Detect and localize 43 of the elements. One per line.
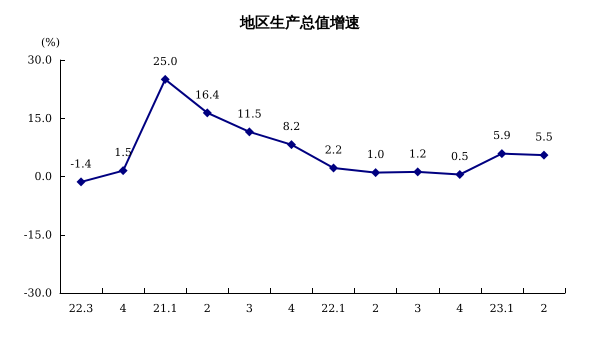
point [539,150,548,160]
point [371,168,380,178]
x-tick-label: 4 [456,302,464,315]
x-tick-label: 2 [372,302,380,315]
data-label: 1.2 [408,147,426,160]
data-label: 0.5 [451,150,469,164]
point [286,140,296,150]
data-label: 11.5 [237,107,262,120]
data-label: -1.4 [70,157,92,170]
data-label: 5.5 [535,130,553,144]
x-tick-label: 21.1 [152,302,178,315]
point [160,74,170,84]
point [202,108,212,118]
x-tick-label: 4 [288,302,295,315]
data-label: 8.2 [282,120,300,134]
data-label: 1.0 [366,148,384,162]
point [455,170,464,180]
data-label: 2.2 [324,143,342,156]
x-tick-label: 4 [120,302,127,315]
y-tick-label: -30.0 [24,286,52,300]
y-tick-label: 15.0 [28,112,52,125]
y-tick-label: -15.0 [24,228,52,242]
data-label: 25.0 [152,54,178,68]
y-tick-label: 30.0 [28,54,52,66]
data-label: 5.9 [493,129,511,142]
data-label: 16.4 [195,88,220,102]
point [497,149,506,158]
x-tick-label: 23.1 [490,302,514,315]
point [76,177,86,186]
point [329,163,338,172]
y-axis-title: (%) [40,36,60,49]
data-label: 1.5 [114,146,132,160]
x-tick-label: 22.1 [321,302,346,315]
point [413,167,422,176]
chart-title: 地区生产总值增速 [239,14,361,32]
x-tick-label: 3 [414,302,422,315]
x-tick-label: 2 [540,302,548,315]
x-tick-label: 2 [204,302,211,315]
x-tick-label: 3 [246,302,253,315]
x-tick-label: 22.3 [68,302,94,315]
point [244,127,254,136]
y-tick-label: 0.0 [34,170,52,183]
point [118,166,128,176]
